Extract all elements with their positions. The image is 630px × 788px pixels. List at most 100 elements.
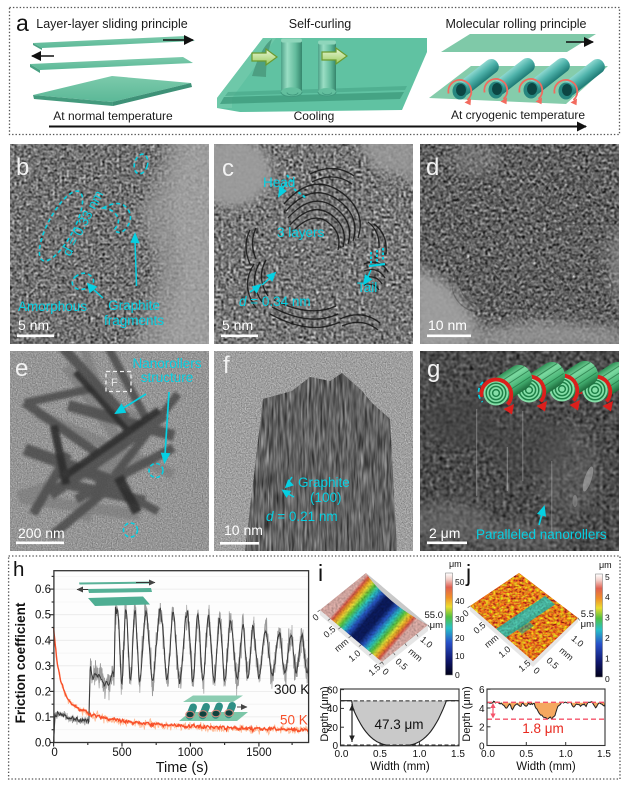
svg-text:4: 4: [479, 704, 485, 715]
svg-text:h: h: [13, 558, 24, 581]
svg-text:2: 2: [479, 723, 485, 734]
svg-text:3 layers: 3 layers: [277, 225, 325, 240]
svg-text:0.5: 0.5: [373, 749, 387, 760]
svg-text:0: 0: [479, 741, 485, 752]
svg-text:d = 0.21 nm: d = 0.21 nm: [266, 509, 338, 524]
svg-text:Nanorollers: Nanorollers: [132, 356, 201, 371]
svg-text:Head: Head: [263, 175, 295, 190]
svg-text:mm: mm: [406, 646, 424, 663]
svg-text:μm: μm: [430, 620, 443, 631]
svg-text:20: 20: [455, 633, 465, 643]
svg-text:60: 60: [327, 685, 339, 696]
svg-text:At cryogenic temperature: At cryogenic temperature: [451, 108, 585, 122]
svg-text:Molecular rolling principle: Molecular rolling principle: [445, 17, 586, 31]
svg-text:10 nm: 10 nm: [428, 317, 467, 333]
svg-text:Graphite: Graphite: [108, 298, 160, 313]
svg-text:0.3: 0.3: [35, 661, 51, 673]
svg-text:1: 1: [605, 654, 610, 664]
svg-text:1.8 μm: 1.8 μm: [522, 721, 564, 736]
svg-text:0.6: 0.6: [35, 584, 51, 596]
svg-text:1.0: 1.0: [413, 749, 427, 760]
svg-text:Tail: Tail: [357, 280, 377, 295]
svg-text:1500: 1500: [246, 747, 272, 759]
svg-text:50 K: 50 K: [280, 713, 308, 728]
svg-text:fragments: fragments: [104, 313, 164, 328]
svg-text:g: g: [427, 356, 440, 383]
svg-text:55.0: 55.0: [425, 610, 444, 621]
svg-text:μm: μm: [581, 619, 594, 630]
svg-text:μm: μm: [449, 559, 462, 569]
svg-text:500: 500: [112, 747, 131, 759]
svg-text:30: 30: [455, 614, 465, 624]
svg-text:Cooling: Cooling: [294, 109, 335, 123]
svg-text:0.5: 0.5: [35, 610, 51, 622]
svg-text:(100): (100): [310, 490, 342, 505]
svg-text:d = 0.34 nm: d = 0.34 nm: [239, 294, 311, 309]
svg-text:0: 0: [605, 674, 610, 684]
svg-text:0.1: 0.1: [35, 712, 51, 724]
svg-text:b: b: [16, 154, 29, 181]
svg-text:0: 0: [332, 741, 338, 752]
svg-text:1000: 1000: [178, 747, 204, 759]
svg-text:1.5: 1.5: [451, 749, 465, 760]
svg-text:0.0: 0.0: [335, 749, 349, 760]
svg-text:0: 0: [51, 747, 57, 759]
svg-text:6: 6: [479, 685, 485, 696]
svg-text:200 nm: 200 nm: [18, 525, 65, 541]
svg-text:0.2: 0.2: [35, 686, 51, 698]
svg-text:Layer-layer sliding principle: Layer-layer sliding principle: [36, 17, 188, 31]
svg-text:c: c: [222, 155, 234, 182]
svg-text:structure: structure: [141, 370, 194, 385]
svg-text:47.3 μm: 47.3 μm: [374, 717, 423, 732]
svg-text:Paralleled nanorollers: Paralleled nanorollers: [476, 527, 607, 542]
svg-text:Width (mm): Width (mm): [370, 761, 430, 773]
svg-text:Depth (μm): Depth (μm): [461, 686, 473, 741]
svg-text:2 μm: 2 μm: [429, 525, 460, 541]
svg-text:mm: mm: [557, 645, 575, 662]
svg-text:10: 10: [455, 651, 465, 661]
svg-text:a: a: [16, 10, 29, 36]
svg-text:4: 4: [605, 592, 610, 602]
svg-text:3: 3: [605, 613, 610, 623]
svg-text:1.0: 1.0: [569, 633, 585, 649]
svg-text:50: 50: [455, 577, 465, 587]
svg-text:1.0: 1.0: [346, 648, 362, 664]
svg-text:0: 0: [531, 665, 541, 676]
svg-text:0.5: 0.5: [544, 655, 560, 671]
svg-text:1.0: 1.0: [559, 749, 573, 760]
svg-text:5 nm: 5 nm: [18, 317, 49, 333]
svg-text:Graphite: Graphite: [298, 475, 350, 490]
svg-text:5.5: 5.5: [581, 609, 594, 620]
svg-text:Amorphous: Amorphous: [18, 299, 87, 314]
svg-text:i: i: [318, 560, 323, 586]
svg-text:μm: μm: [599, 560, 612, 570]
svg-text:e: e: [15, 355, 28, 382]
svg-text:0: 0: [460, 608, 470, 619]
svg-text:0.5: 0.5: [519, 749, 533, 760]
svg-text:Depth (μm): Depth (μm): [319, 686, 331, 741]
svg-text:At normal temperature: At normal temperature: [53, 109, 173, 123]
svg-text:1.5: 1.5: [597, 749, 611, 760]
svg-text:mm: mm: [332, 636, 350, 653]
svg-text:Friction coefficient: Friction coefficient: [13, 602, 28, 723]
svg-text:5: 5: [605, 572, 610, 582]
svg-text:0.5: 0.5: [393, 656, 409, 672]
svg-text:300 K: 300 K: [274, 682, 309, 697]
svg-text:d: d: [426, 154, 439, 181]
svg-text:20: 20: [327, 723, 339, 734]
svg-text:Time (s): Time (s): [156, 760, 209, 776]
svg-text:Self-curling: Self-curling: [289, 17, 352, 31]
svg-text:0: 0: [380, 666, 390, 677]
svg-text:40: 40: [327, 704, 339, 715]
svg-text:0.0: 0.0: [481, 749, 495, 760]
svg-text:Width (mm): Width (mm): [516, 761, 576, 773]
svg-text:40: 40: [455, 596, 465, 606]
svg-text:f: f: [223, 352, 230, 379]
svg-text:0.4: 0.4: [35, 635, 52, 647]
svg-text:F: F: [111, 377, 118, 389]
svg-text:0.0: 0.0: [35, 738, 51, 750]
svg-text:0: 0: [455, 670, 460, 680]
svg-text:10 nm: 10 nm: [224, 522, 263, 538]
svg-text:0: 0: [310, 612, 320, 623]
svg-text:5 nm: 5 nm: [222, 317, 253, 333]
